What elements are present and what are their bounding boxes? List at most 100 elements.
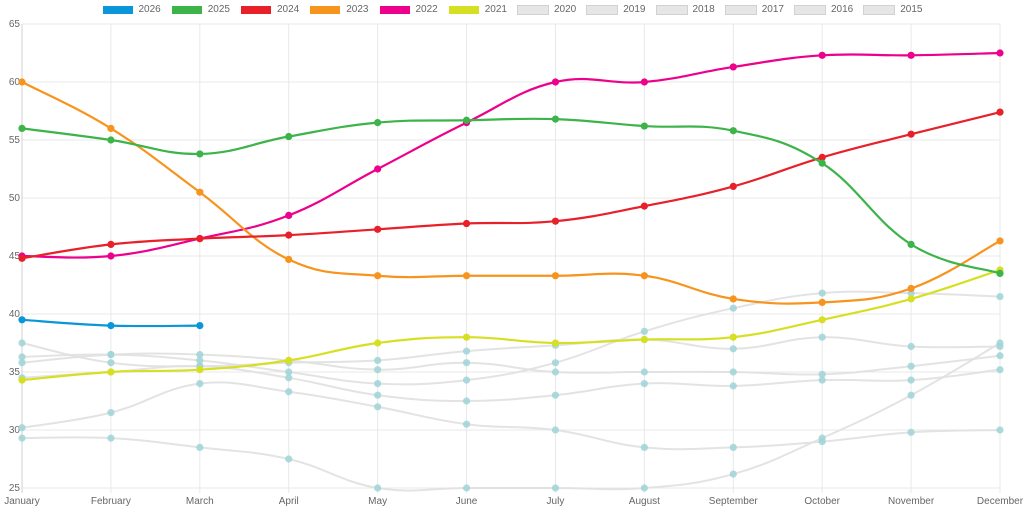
- data-point[interactable]: [818, 333, 826, 341]
- data-point[interactable]: [285, 388, 293, 396]
- legend-item-2015[interactable]: 2015: [863, 4, 923, 15]
- legend-item-2026[interactable]: 2026: [101, 4, 161, 15]
- data-point[interactable]: [374, 380, 382, 388]
- data-point[interactable]: [729, 127, 737, 135]
- data-point[interactable]: [907, 428, 915, 436]
- legend-item-2017[interactable]: 2017: [724, 4, 784, 15]
- data-point[interactable]: [374, 119, 382, 127]
- legend-item-2024[interactable]: 2024: [240, 4, 299, 15]
- data-point[interactable]: [996, 49, 1004, 57]
- data-point[interactable]: [285, 231, 293, 239]
- data-point[interactable]: [18, 316, 26, 324]
- data-point[interactable]: [196, 235, 204, 243]
- data-point[interactable]: [374, 225, 382, 233]
- data-point[interactable]: [551, 391, 560, 399]
- data-point[interactable]: [729, 382, 737, 390]
- data-point[interactable]: [818, 51, 826, 59]
- data-point[interactable]: [729, 63, 737, 71]
- data-point[interactable]: [285, 132, 293, 141]
- data-point[interactable]: [818, 316, 826, 324]
- data-point[interactable]: [729, 443, 737, 451]
- data-point[interactable]: [196, 188, 204, 196]
- data-point[interactable]: [107, 434, 115, 442]
- data-point[interactable]: [996, 342, 1004, 351]
- data-point[interactable]: [996, 108, 1004, 116]
- data-point[interactable]: [907, 295, 915, 303]
- data-point[interactable]: [18, 376, 26, 384]
- data-point[interactable]: [18, 424, 26, 432]
- data-point[interactable]: [551, 78, 560, 86]
- data-point[interactable]: [18, 254, 26, 262]
- data-point[interactable]: [551, 484, 560, 492]
- data-point[interactable]: [551, 359, 560, 367]
- legend-item-2019[interactable]: 2019: [586, 4, 646, 15]
- data-point[interactable]: [640, 380, 648, 388]
- data-point[interactable]: [462, 272, 471, 280]
- data-point[interactable]: [907, 362, 915, 370]
- data-point[interactable]: [996, 426, 1004, 434]
- data-point[interactable]: [374, 165, 382, 173]
- data-point[interactable]: [285, 255, 293, 264]
- data-point[interactable]: [285, 356, 293, 364]
- data-point[interactable]: [285, 374, 293, 382]
- data-point[interactable]: [729, 333, 737, 341]
- data-point[interactable]: [907, 130, 915, 138]
- data-point[interactable]: [18, 124, 26, 132]
- data-point[interactable]: [285, 368, 293, 376]
- data-point[interactable]: [18, 359, 26, 367]
- data-point[interactable]: [462, 359, 471, 367]
- data-point[interactable]: [907, 376, 915, 384]
- data-point[interactable]: [462, 397, 471, 405]
- data-point[interactable]: [907, 342, 915, 351]
- data-point[interactable]: [374, 391, 382, 399]
- data-point[interactable]: [729, 368, 737, 376]
- data-point[interactable]: [551, 115, 560, 123]
- data-point[interactable]: [462, 484, 471, 492]
- data-point[interactable]: [285, 455, 293, 463]
- data-point[interactable]: [640, 484, 648, 492]
- data-point[interactable]: [818, 153, 826, 161]
- data-point[interactable]: [196, 443, 204, 451]
- data-point[interactable]: [462, 333, 471, 341]
- data-point[interactable]: [374, 484, 382, 492]
- data-point[interactable]: [996, 366, 1004, 374]
- data-point[interactable]: [729, 304, 737, 312]
- data-point[interactable]: [107, 409, 115, 417]
- data-point[interactable]: [462, 347, 471, 355]
- data-point[interactable]: [729, 295, 737, 303]
- data-point[interactable]: [640, 368, 648, 376]
- legend-item-2025[interactable]: 2025: [170, 4, 230, 15]
- data-point[interactable]: [996, 237, 1004, 245]
- data-point[interactable]: [640, 122, 648, 130]
- data-point[interactable]: [729, 182, 737, 190]
- data-point[interactable]: [640, 202, 648, 210]
- data-point[interactable]: [462, 376, 471, 384]
- data-point[interactable]: [196, 356, 204, 364]
- data-point[interactable]: [996, 352, 1004, 360]
- data-point[interactable]: [18, 78, 26, 86]
- data-point[interactable]: [907, 284, 915, 293]
- data-point[interactable]: [640, 443, 648, 451]
- data-point[interactable]: [551, 368, 560, 376]
- data-point[interactable]: [818, 289, 826, 297]
- legend-item-2023[interactable]: 2023: [309, 4, 369, 15]
- data-point[interactable]: [196, 322, 204, 330]
- data-point[interactable]: [551, 217, 560, 225]
- data-point[interactable]: [729, 470, 737, 478]
- legend-item-2022[interactable]: 2022: [378, 4, 438, 15]
- data-point[interactable]: [907, 240, 915, 248]
- data-point[interactable]: [374, 356, 382, 364]
- data-point[interactable]: [462, 219, 471, 228]
- data-point[interactable]: [551, 272, 560, 280]
- data-point[interactable]: [996, 269, 1004, 277]
- legend-item-2016[interactable]: 2016: [794, 4, 853, 15]
- data-point[interactable]: [640, 335, 648, 344]
- data-point[interactable]: [107, 322, 115, 330]
- data-point[interactable]: [462, 420, 471, 428]
- data-point[interactable]: [107, 368, 115, 376]
- data-point[interactable]: [107, 240, 115, 248]
- data-point[interactable]: [18, 353, 26, 361]
- data-point[interactable]: [640, 327, 648, 335]
- legend-item-2018[interactable]: 2018: [655, 4, 715, 15]
- data-point[interactable]: [907, 51, 915, 59]
